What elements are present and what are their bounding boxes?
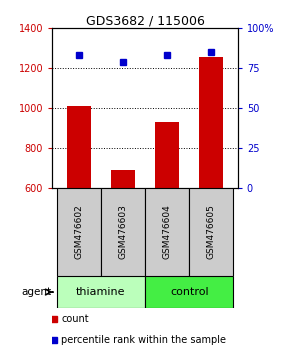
Text: count: count (61, 314, 89, 324)
Bar (57, 188, 101, 276)
Text: agent: agent (21, 287, 51, 297)
Text: GSM476603: GSM476603 (118, 204, 127, 259)
Bar (199, 57, 223, 188)
Bar (57, 276, 145, 308)
Title: GDS3682 / 115006: GDS3682 / 115006 (86, 14, 204, 27)
Bar (111, 170, 135, 188)
Text: control: control (170, 287, 209, 297)
Text: percentile rank within the sample: percentile rank within the sample (61, 335, 226, 345)
Bar (189, 188, 233, 276)
Text: GSM476605: GSM476605 (207, 204, 216, 259)
Bar (101, 188, 145, 276)
Text: GSM476604: GSM476604 (163, 205, 172, 259)
Bar (155, 122, 179, 188)
Bar (67, 106, 91, 188)
Text: GSM476602: GSM476602 (74, 205, 83, 259)
Text: thiamine: thiamine (76, 287, 126, 297)
Bar (145, 188, 189, 276)
Bar (145, 276, 233, 308)
